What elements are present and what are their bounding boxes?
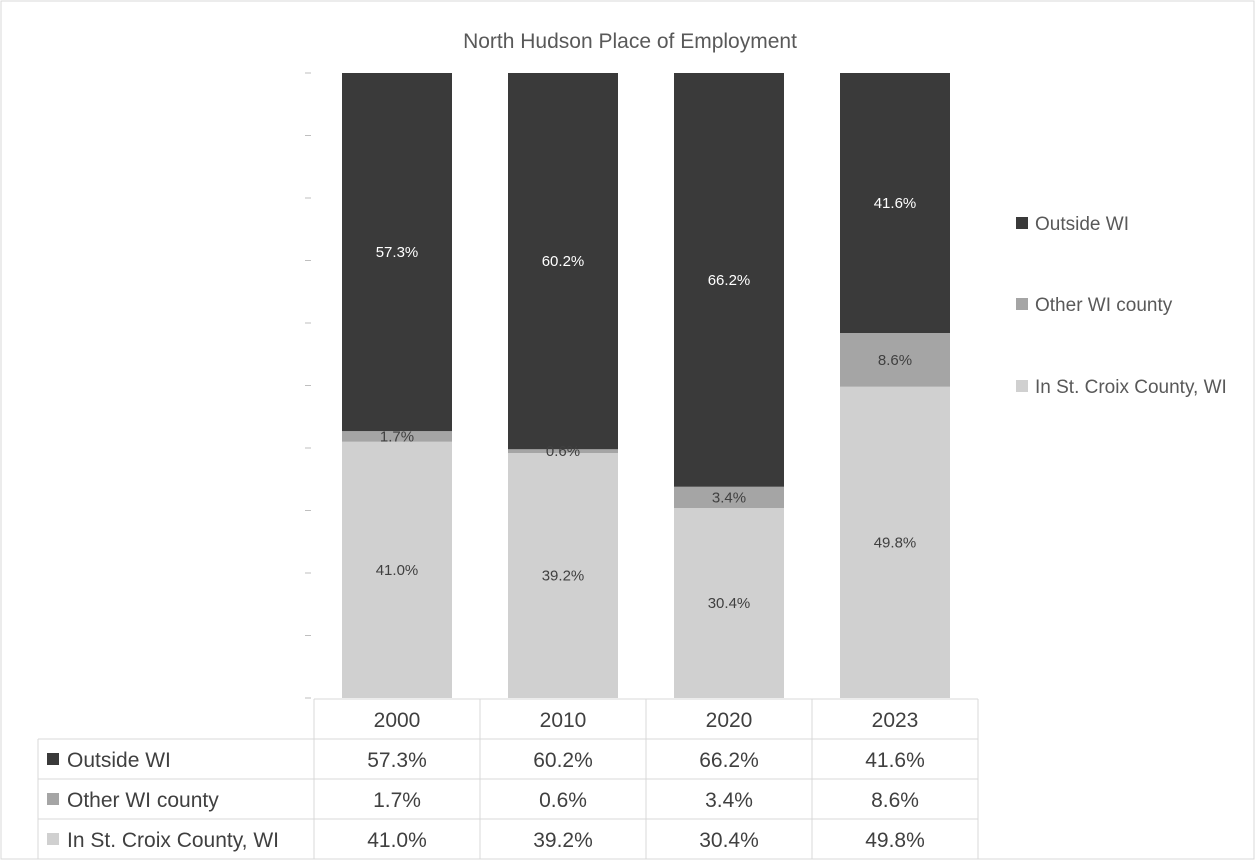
bar-other-wi-county-2023 bbox=[840, 333, 950, 387]
data-label-in-st-croix-county-wi-2023: 49.8% bbox=[874, 534, 917, 551]
data-table: 2000 2010 2020 2023 Outside WI 57.3% 60.2% 66.2… bbox=[37, 698, 979, 860]
data-label-outside-wi-2000: 57.3% bbox=[376, 244, 419, 261]
chart-title: North Hudson Place of Employment bbox=[463, 30, 797, 53]
data-label-in-st-croix-county-wi-2020: 30.4% bbox=[708, 595, 751, 612]
table-cell-outside-wi-2010: 60.2% bbox=[533, 749, 593, 772]
bar-in-st-croix-county-wi-2023 bbox=[840, 386, 950, 698]
x-tick-label-2020: 2020 bbox=[706, 709, 753, 732]
bar-other-wi-county-2000 bbox=[342, 431, 452, 442]
data-label-outside-wi-2020: 66.2% bbox=[708, 272, 751, 289]
y-axis-ticks bbox=[305, 72, 311, 699]
legend-label-other-wi-county: Other WI county bbox=[1035, 295, 1173, 316]
bar-other-wi-county-2010 bbox=[508, 449, 618, 453]
table-cell-outside-wi-2000: 57.3% bbox=[367, 749, 427, 772]
table-cell-other-wi-county-2023: 8.6% bbox=[871, 789, 919, 812]
legend-label-outside-wi: Outside WI bbox=[1035, 214, 1129, 235]
legend-label-in-st-croix-county-wi: In St. Croix County, WI bbox=[1035, 377, 1227, 398]
bar-in-st-croix-county-wi-2000 bbox=[342, 441, 452, 698]
table-swatch-outside-wi bbox=[47, 753, 59, 765]
table-cell-outside-wi-2020: 66.2% bbox=[699, 749, 759, 772]
table-cell-other-wi-county-2020: 3.4% bbox=[705, 789, 753, 812]
bar-outside-wi-2023 bbox=[840, 73, 950, 333]
bar-in-st-croix-county-wi-2010 bbox=[508, 453, 618, 698]
table-cell-other-wi-county-2000: 1.7% bbox=[373, 789, 421, 812]
table-row-label-outside-wi: Outside WI bbox=[67, 749, 171, 772]
bar-other-wi-county-2020 bbox=[674, 486, 784, 508]
x-tick-label-2023: 2023 bbox=[872, 709, 919, 732]
data-label-outside-wi-2023: 41.6% bbox=[874, 195, 917, 212]
table-swatch-other-wi-county bbox=[47, 793, 59, 805]
legend-swatch-outside-wi bbox=[1016, 217, 1028, 229]
bar-outside-wi-2010 bbox=[508, 73, 618, 450]
bar-outside-wi-2000 bbox=[342, 73, 452, 432]
table-cell-in-st-croix-county-wi-2023: 49.8% bbox=[865, 829, 925, 852]
table-cell-outside-wi-2023: 41.6% bbox=[865, 749, 925, 772]
table-cell-in-st-croix-county-wi-2020: 30.4% bbox=[699, 829, 759, 852]
legend-swatch-in-st-croix-county-wi bbox=[1016, 380, 1028, 392]
data-label-other-wi-county-2020: 3.4% bbox=[712, 489, 746, 506]
table-row-label-other-wi-county: Other WI county bbox=[67, 789, 219, 812]
x-tick-label-2000: 2000 bbox=[374, 709, 421, 732]
data-label-in-st-croix-county-wi-2000: 41.0% bbox=[376, 562, 419, 579]
legend-swatch-other-wi-county bbox=[1016, 298, 1028, 310]
legend: Outside WI Other WI county In St. Croix Co… bbox=[1016, 214, 1227, 398]
table-cell-in-st-croix-county-wi-2000: 41.0% bbox=[367, 829, 427, 852]
table-swatch-in-st-croix-county-wi bbox=[47, 833, 59, 845]
data-label-in-st-croix-county-wi-2010: 39.2% bbox=[542, 568, 585, 585]
data-label-other-wi-county-2000: 1.7% bbox=[380, 428, 414, 445]
table-cell-in-st-croix-county-wi-2010: 39.2% bbox=[533, 829, 593, 852]
data-label-other-wi-county-2023: 8.6% bbox=[878, 352, 912, 369]
bar-outside-wi-2020 bbox=[674, 73, 784, 487]
data-label-outside-wi-2010: 60.2% bbox=[542, 253, 585, 270]
bar-in-st-croix-county-wi-2020 bbox=[674, 508, 784, 698]
data-label-other-wi-county-2010: 0.6% bbox=[546, 443, 580, 460]
table-row-label-in-st-croix-county-wi: In St. Croix County, WI bbox=[67, 829, 279, 852]
table-cell-other-wi-county-2010: 0.6% bbox=[539, 789, 587, 812]
x-tick-label-2010: 2010 bbox=[540, 709, 587, 732]
bars: 41.0% 1.7% 57.3% 39.2% 0.6% 60.2% 30.4% 3.4% 66.… bbox=[342, 73, 950, 698]
